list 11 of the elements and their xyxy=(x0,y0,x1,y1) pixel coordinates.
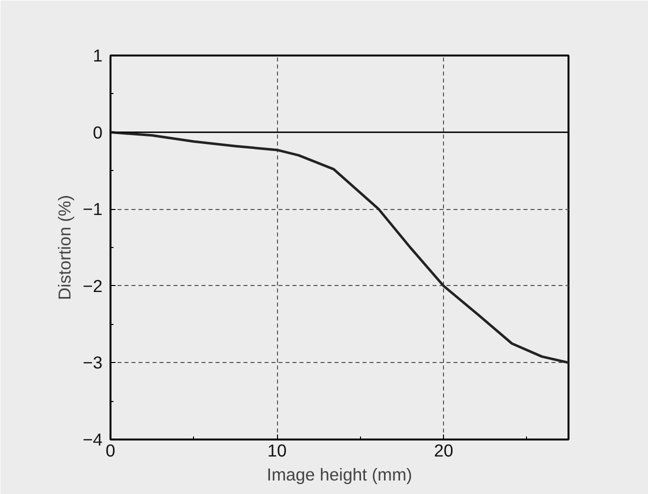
x-tick-label: 20 xyxy=(434,440,454,460)
y-axis-title: Distortion (%) xyxy=(54,195,75,300)
y-tick-label: −4 xyxy=(82,430,103,450)
x-tick-label: 0 xyxy=(106,440,116,460)
y-tick-label: −2 xyxy=(82,276,103,296)
y-tick-label: −1 xyxy=(82,199,103,220)
y-tick-label: 0 xyxy=(92,122,103,142)
x-tick-label: 10 xyxy=(267,440,287,460)
y-tick-label: −3 xyxy=(82,352,103,373)
y-tick-label: 1 xyxy=(92,46,103,66)
x-axis-title: Image height (mm) xyxy=(266,464,412,484)
